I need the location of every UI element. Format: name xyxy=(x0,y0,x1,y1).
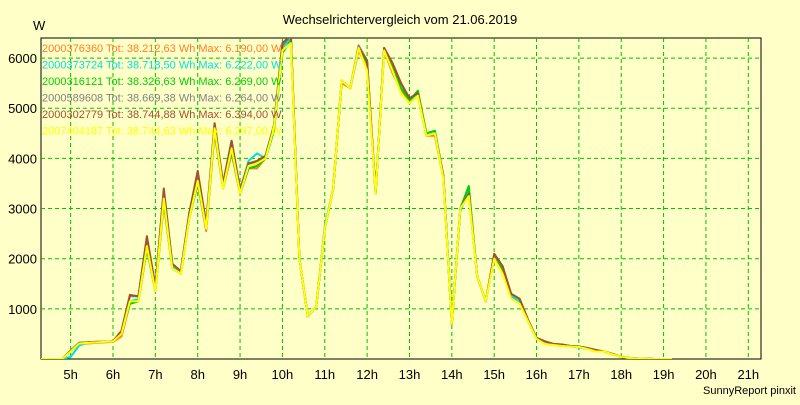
y-tick-label: 4000 xyxy=(8,151,37,166)
legend-entry-2007404187: 2007404187 Tot: 38.744,63 Wh Max: 6.297,… xyxy=(42,126,282,138)
y-axis-unit-label: W xyxy=(33,18,46,33)
legend-entry-2000373724: 2000373724 Tot: 38.718,50 Wh Max: 6.222,… xyxy=(42,60,282,72)
x-tick-label: 20h xyxy=(695,367,717,382)
y-tick-label: 3000 xyxy=(8,202,37,217)
x-tick-label: 18h xyxy=(610,367,632,382)
series-line-2007404187 xyxy=(41,42,673,359)
x-tick-label: 19h xyxy=(653,367,675,382)
x-tick-label: 17h xyxy=(568,367,590,382)
legend-entry-2000316121: 2000316121 Tot: 38.326,63 Wh Max: 6.269,… xyxy=(42,76,282,88)
chart-title: Wechselrichtervergleich vom 21.06.2019 xyxy=(283,12,518,27)
x-tick-label: 7h xyxy=(148,367,162,382)
x-tick-label: 14h xyxy=(441,367,463,382)
footer-credit: SunnyReport pinxit xyxy=(703,385,796,397)
x-tick-label: 16h xyxy=(526,367,548,382)
x-tick-label: 5h xyxy=(63,367,77,382)
x-tick-label: 6h xyxy=(106,367,120,382)
y-tick-label: 2000 xyxy=(8,252,37,267)
x-tick-label: 12h xyxy=(356,367,378,382)
x-tick-label: 11h xyxy=(314,367,335,382)
y-tick-label: 5000 xyxy=(8,101,37,116)
plot-area: 1000 2000 3000 4000 5000 6000 5h 6h 7h 8h 9h 10h 11h… xyxy=(8,37,762,382)
y-tick-label: 6000 xyxy=(8,51,37,66)
legend-entry-2000589608: 2000589608 Tot: 38.669,38 Wh Max: 6.264,… xyxy=(42,93,282,105)
y-tick-label: 1000 xyxy=(8,302,37,317)
x-tick-label: 21h xyxy=(737,367,759,382)
legend-entry-2000376360: 2000376360 Tot: 38.212,63 Wh Max: 6.190,… xyxy=(42,43,282,55)
x-tick-label: 13h xyxy=(399,367,421,382)
legend-entry-2000302779: 2000302779 Tot: 38.744,88 Wh Max: 6.394,… xyxy=(42,109,282,121)
x-tick-label: 8h xyxy=(190,367,204,382)
x-tick-label: 15h xyxy=(483,367,505,382)
x-tick-label: 10h xyxy=(272,367,294,382)
x-tick-label: 9h xyxy=(233,367,247,382)
